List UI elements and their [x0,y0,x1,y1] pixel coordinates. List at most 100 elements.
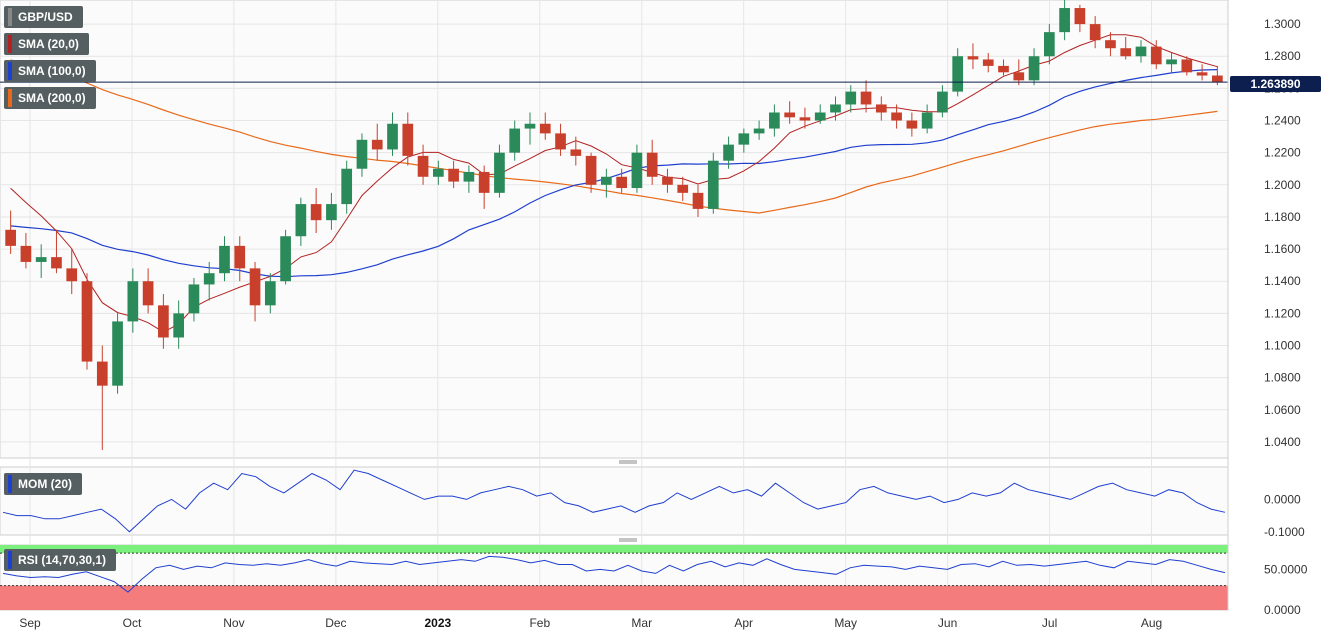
candle-body [723,144,734,161]
candle-body [310,204,322,221]
candle-body [570,149,582,156]
candle-body [1212,75,1223,82]
candle-body [1059,8,1070,33]
candle-body [295,204,307,237]
y-tick-label: 1.1000 [1264,339,1301,353]
candle-body [616,176,627,189]
candle-body [234,245,246,269]
momentum-y-tick-label: 0.0000 [1264,492,1301,506]
symbol-tag: GBP/USD [4,6,83,28]
momentum-panel-frame [0,466,1229,536]
sma-100-line [10,69,1218,278]
candle-body [1089,24,1101,41]
candle-body [677,184,689,193]
rsi-y-tick-label: 0.0000 [1264,603,1301,617]
candle-body [219,245,230,274]
x-tick-label: Nov [223,616,244,630]
candle-body [417,155,429,177]
candle-body [875,104,887,113]
x-tick-label: 2023 [424,616,451,630]
rsi-line [2,555,1226,593]
y-tick-label: 1.0600 [1264,403,1301,417]
candle-body [1166,59,1177,65]
axes: Sep Oct Nov Dec 2023 Feb Mar Apr May Jun Jul Aug 1.3… [0,0,1308,630]
candle-body [402,123,414,156]
candle-body [799,117,811,121]
legend-sma-100: SMA (100,0) [4,60,96,82]
legend-sma-100-label: SMA (100,0) [18,64,86,78]
candle-body [1120,48,1132,57]
y-tick-label: 1.2200 [1264,146,1301,160]
candle-body [692,192,704,209]
candle-body [494,152,505,193]
candle-body [173,313,185,338]
candle-body [646,152,658,177]
candle-body [387,123,398,150]
y-tick-label: 1.2800 [1264,49,1301,63]
candle-body [5,229,16,246]
candle-body [967,56,979,60]
candle-body [1196,72,1208,76]
x-tick-label: Mar [631,616,652,630]
sma-200-line [10,59,1218,214]
candle-body [814,112,826,121]
candle-body [555,133,566,150]
candle-body [1105,40,1116,49]
last-price-tag: 1.263890 [1230,76,1321,92]
rsi-y-tick-label: 50.0000 [1264,562,1308,576]
candle-body [707,160,719,209]
rsi-overbought-zone [0,545,1228,554]
x-tick-label: Dec [325,616,346,630]
x-tick-label: Apr [734,616,753,630]
candle-body [921,112,933,129]
grid [0,0,1229,611]
candle-body [463,171,475,182]
legend-sma-200-label: SMA (200,0) [18,91,86,105]
candle-body [585,155,597,185]
candle-body [601,176,612,185]
candle-body [1028,56,1040,81]
candle-body [860,91,872,105]
candle-body [539,123,551,134]
candle-body [51,257,62,269]
candle-body [66,268,78,282]
x-tick-label: Jul [1042,616,1057,630]
candle-body [1043,32,1055,57]
candle-body [769,112,780,129]
x-tick-label: Sep [19,616,41,630]
momentum-line [2,469,1226,533]
y-tick-label: 1.0800 [1264,371,1301,385]
x-tick-label: Jun [938,616,957,630]
candle-body [784,112,796,118]
candle-body [356,139,368,169]
candle-body [478,171,490,193]
candle-body [188,284,200,314]
candle-body [371,139,383,150]
momentum-y-tick-label: -0.1000 [1264,525,1305,539]
candle-body [142,281,154,306]
candle-body [1135,46,1147,57]
legend-momentum: MOM (20) [4,473,82,495]
candle-body [158,305,169,338]
candle-body [264,281,276,306]
x-tick-label: Feb [529,616,550,630]
y-tick-label: 1.1600 [1264,242,1301,256]
rsi-oversold-zone [0,585,1228,610]
sma-200-path [10,59,1218,214]
x-tick-label: Aug [1141,616,1162,630]
sma-20-line [10,34,1218,333]
legend-rsi: RSI (14,70,30,1) [4,549,117,571]
legend-rsi-label: RSI (14,70,30,1) [18,553,107,567]
candle-body [81,281,93,362]
candle-body [341,168,353,205]
y-tick-label: 1.0400 [1264,435,1301,449]
candle-body [738,133,750,145]
candle-body [203,273,215,285]
candle-body [998,65,1009,73]
candle-body [1181,59,1193,73]
candle-body [753,128,765,134]
symbol-label: GBP/USD [18,10,73,24]
candle-body [96,361,108,386]
momentum-panel [2,469,1226,533]
